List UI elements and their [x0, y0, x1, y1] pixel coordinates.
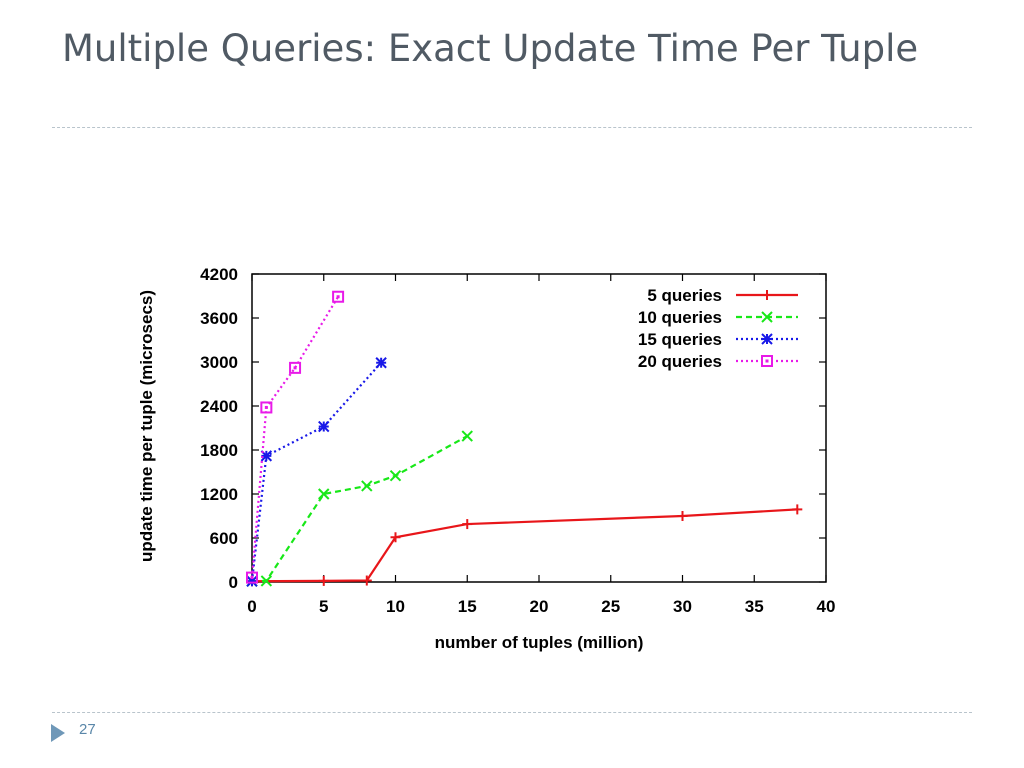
- series-10-queries: [246, 430, 473, 587]
- legend-label: 15 queries: [638, 330, 722, 349]
- y-tick-label: 2400: [200, 397, 238, 416]
- title-divider: [52, 127, 972, 128]
- data-point: [260, 575, 273, 587]
- series-line: [251, 435, 468, 583]
- legend-entry: 15 queries: [638, 330, 798, 349]
- data-point: [761, 333, 773, 345]
- plot-frame: [251, 273, 827, 583]
- y-axis-label: update time per tuple (microsecs): [137, 290, 156, 562]
- series-line: [250, 361, 382, 582]
- legend-entry: 5 queries: [647, 286, 798, 305]
- y-tick-label: 1200: [200, 485, 238, 504]
- data-point: [375, 357, 387, 369]
- series-20-queries: [246, 290, 345, 584]
- x-tick-label: 5: [319, 597, 328, 616]
- data-point: [361, 575, 372, 586]
- data-point: [762, 290, 772, 300]
- x-axis-label: number of tuples (million): [435, 633, 644, 652]
- data-point: [246, 575, 258, 587]
- series-5-queries: [247, 504, 803, 587]
- series-line: [250, 296, 340, 578]
- x-tick-label: 20: [530, 597, 549, 616]
- y-tick-label: 0: [229, 573, 238, 592]
- triangle-bullet-icon: [51, 724, 65, 742]
- legend-entry: 20 queries: [638, 352, 798, 371]
- y-tick-label: 4200: [200, 265, 238, 284]
- data-point: [318, 575, 329, 586]
- data-point: [761, 355, 773, 367]
- y-tick-label: 3000: [200, 353, 238, 372]
- data-point: [390, 532, 401, 543]
- data-point: [260, 401, 273, 414]
- x-tick-label: 15: [458, 597, 477, 616]
- data-point: [361, 480, 373, 492]
- data-point: [318, 420, 330, 433]
- x-tick-label: 35: [745, 597, 764, 616]
- x-tick-label: 0: [247, 597, 256, 616]
- series-15-queries: [246, 357, 387, 587]
- data-point: [677, 511, 688, 521]
- y-tick-label: 1800: [200, 441, 238, 460]
- data-point: [462, 519, 473, 530]
- legend-label: 5 queries: [647, 286, 722, 305]
- x-tick-label: 30: [673, 597, 692, 616]
- data-point: [761, 311, 773, 323]
- footer-divider: [52, 712, 972, 713]
- data-point: [461, 430, 473, 442]
- series-line: [251, 508, 798, 583]
- data-point: [318, 488, 330, 500]
- data-point: [389, 469, 402, 482]
- data-point: [792, 504, 803, 515]
- x-tick-label: 25: [601, 597, 620, 616]
- legend-label: 20 queries: [638, 352, 722, 371]
- legend-label: 10 queries: [638, 308, 722, 327]
- x-tick-label: 10: [386, 597, 405, 616]
- x-tick-label: 40: [817, 597, 836, 616]
- data-point: [289, 361, 302, 374]
- y-tick-label: 600: [210, 529, 238, 548]
- slide-title: Multiple Queries: Exact Update Time Per …: [62, 27, 919, 70]
- data-point: [332, 290, 345, 303]
- page-number: 27: [79, 721, 96, 738]
- y-tick-label: 3600: [200, 309, 238, 328]
- data-point: [246, 571, 258, 584]
- legend-entry: 10 queries: [638, 308, 798, 327]
